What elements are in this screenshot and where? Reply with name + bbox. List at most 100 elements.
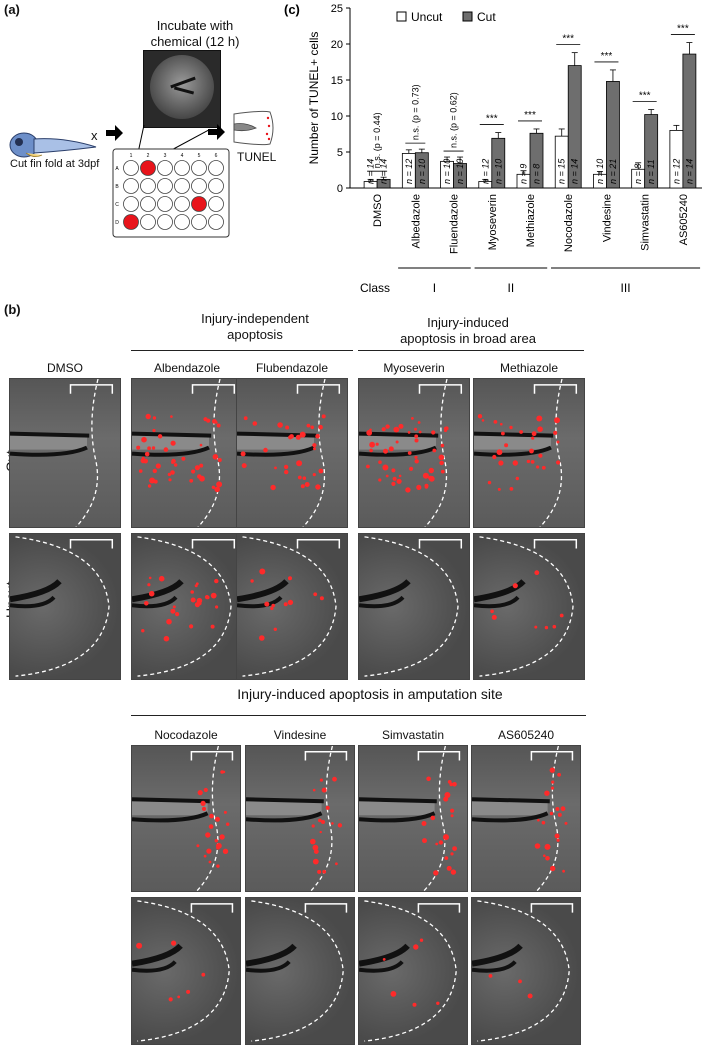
plate-well	[157, 196, 173, 212]
plate-well	[208, 160, 224, 176]
well-plate-diagram: 1 2 3 4 5 6 A B C D	[112, 148, 230, 238]
n-label: n = 14	[684, 159, 694, 184]
n-label: n = 10	[595, 159, 605, 184]
cut-fin-fold-label: Cut fin fold at 3dpf	[10, 158, 100, 170]
group1-line1: Injury-independent	[201, 311, 309, 326]
plate-well	[191, 214, 207, 230]
image-title: Albendazole	[153, 361, 221, 375]
significance-label: ***	[486, 114, 498, 125]
image-title: Simvastatin	[381, 728, 445, 742]
legend-label-uncut: Uncut	[411, 10, 443, 24]
tunel-label: TUNEL	[237, 150, 277, 164]
group3-divider	[131, 715, 586, 716]
significance-label: n.s. (p = 0.62)	[449, 92, 459, 148]
plate-well	[140, 196, 156, 212]
micrograph-uncut-flubendazole	[236, 533, 348, 680]
significance-label: ***	[601, 51, 613, 62]
group2-divider	[358, 350, 584, 351]
plate-row-label: C	[115, 202, 119, 208]
y-tick-label: 10	[331, 111, 343, 123]
class-name: II	[508, 281, 515, 295]
micrograph-cut-myoseverin: Myoseverin	[358, 361, 470, 528]
image-title: Nocodazole	[154, 728, 218, 742]
group-injury-amputation: Injury-induced apoptosis in amputation s…	[237, 686, 503, 702]
micrograph-uncut-dmso	[9, 533, 121, 680]
micrograph-cut-dmso: DMSO	[9, 361, 121, 528]
plate-well	[174, 160, 190, 176]
group-injury-independent: Injury-independent apoptosis	[155, 311, 355, 343]
incubate-title-line2: chemical (12 h)	[150, 34, 240, 49]
plate-col-label: 3	[164, 153, 167, 159]
group-injury-broad: Injury-induced apoptosis in broad area	[358, 315, 578, 347]
micrograph-uncut-vindesine	[245, 897, 355, 1045]
plate-col-label: 2	[147, 153, 150, 159]
category-label: Fluendazole	[449, 194, 461, 254]
plate-col-label: 6	[215, 153, 218, 159]
micrograph-cut-methiazole: Methiazole	[473, 361, 585, 528]
significance-label: ***	[677, 24, 689, 35]
category-label: Nocodazole	[563, 194, 575, 252]
image-title: Vindesine	[273, 728, 327, 742]
significance-label: ***	[639, 91, 651, 102]
panel-b-label: (b)	[4, 302, 21, 317]
n-label: n = 8	[633, 164, 643, 184]
n-label: n = 10	[455, 159, 465, 184]
arrow-right-icon	[208, 124, 225, 140]
plate-well	[208, 178, 224, 194]
zebrafish-larva-icon	[9, 132, 97, 158]
incubate-title: Incubate with chemical (12 h)	[105, 18, 285, 50]
arrow-right-icon	[106, 125, 123, 141]
y-tick-label: 15	[331, 75, 343, 87]
plate-well	[208, 196, 224, 212]
legend-label-cut: Cut	[477, 10, 496, 24]
plate-well	[191, 196, 207, 212]
plate-col-label: 1	[130, 153, 133, 159]
tunel-fin-icon	[233, 110, 274, 146]
incubate-title-line1: Incubate with	[156, 18, 234, 33]
micrograph-uncut-albendazole	[131, 533, 243, 680]
plate-col-label: 4	[181, 153, 184, 159]
micrograph-uncut-nocodazole	[131, 897, 241, 1045]
image-title: AS605240	[497, 728, 555, 742]
n-label: n = 21	[608, 159, 618, 184]
n-label: n = 15	[557, 158, 567, 184]
image-title: Methiazole	[499, 361, 559, 375]
class-name: I	[433, 281, 436, 295]
group2-line1: Injury-induced	[427, 315, 509, 330]
plate-well	[123, 160, 139, 176]
micrograph-cut-as605240: AS605240	[471, 728, 581, 892]
n-label: n = 12	[480, 159, 490, 184]
plate-row-label: B	[115, 184, 119, 190]
image-title: Myoseverin	[383, 361, 445, 375]
micrograph-uncut-as605240	[471, 897, 581, 1045]
plate-well	[157, 214, 173, 230]
class-name: III	[621, 281, 631, 295]
category-label: AS605240	[678, 194, 690, 245]
plate-well	[123, 214, 139, 230]
class-label: Class	[360, 281, 390, 295]
panel-c-label: (c)	[284, 2, 300, 17]
significance-label: n.s. (p = 0.73)	[410, 84, 420, 140]
group1-line2: apoptosis	[227, 327, 283, 342]
n-label: n = 12	[671, 159, 681, 184]
y-tick-label: 25	[331, 3, 343, 15]
category-label: Vindesine	[601, 194, 613, 242]
micrograph-uncut-simvastatin	[358, 897, 468, 1045]
plate-row-label: D	[115, 220, 119, 226]
plate-row-label: A	[115, 166, 119, 172]
plate-well	[123, 178, 139, 194]
tunel-bar-chart: (c) 0 5 10 15 20 25 Number of TUNEL+ cells Uncut…	[284, 2, 702, 295]
plate-well	[208, 214, 224, 230]
plate-well	[191, 160, 207, 176]
plate-well	[191, 178, 207, 194]
y-tick-label: 5	[337, 147, 343, 159]
micrograph-cut-simvastatin: Simvastatin	[358, 728, 468, 892]
category-label: Simvastatin	[640, 194, 652, 251]
legend-swatch-cut	[462, 11, 473, 22]
plate-well	[123, 196, 139, 212]
significance-label: n.s. (p = 0.44)	[372, 112, 382, 168]
group2-line2: apoptosis in broad area	[400, 331, 536, 346]
plate-well	[157, 178, 173, 194]
plate-well	[140, 214, 156, 230]
category-label: Albedazole	[410, 194, 422, 248]
